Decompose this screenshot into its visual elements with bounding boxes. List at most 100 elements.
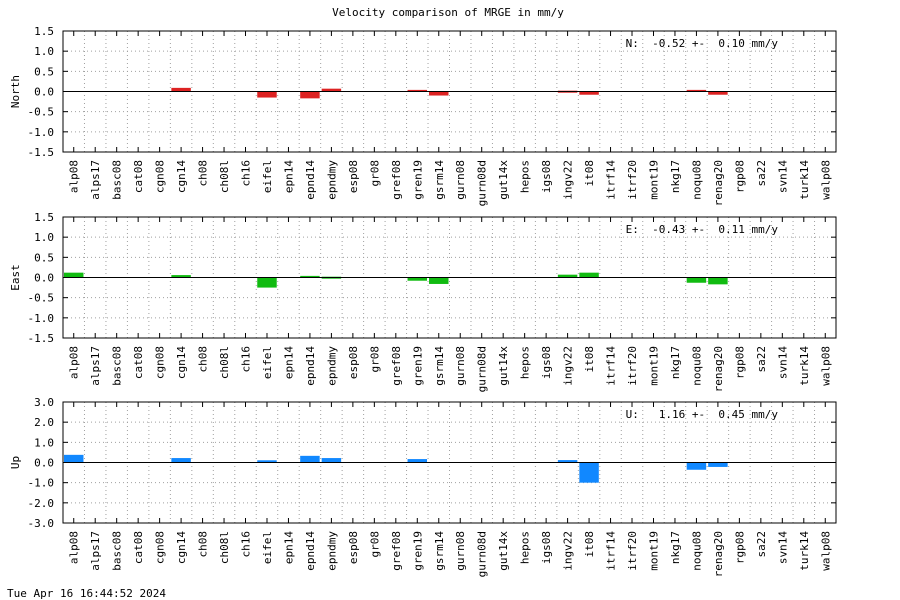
bar-noqu08	[686, 277, 707, 283]
x-tick-label: ch16	[240, 346, 253, 373]
x-tick-label: itrf20	[626, 531, 639, 571]
x-ticks: alp08 alps17 basc08 cat08 cgn08 cgn14 ch08 ch08…	[68, 402, 832, 577]
y-tick-label: -1.5	[28, 332, 55, 345]
bar-epnd14	[300, 455, 320, 463]
bar-cgn14	[171, 87, 191, 92]
bar-gren19	[407, 277, 428, 281]
x-tick-label: epnd14	[304, 160, 317, 200]
x-tick-label: turk14	[798, 531, 811, 571]
x-tick-label: ch16	[240, 160, 253, 187]
x-tick-label: gurn08	[454, 346, 467, 386]
panel-up: -3.0 -2.0 -1.0 0.0 1.0 2.0 3.0 alp08 alps17 basc0…	[9, 396, 837, 577]
y-tick-label: -3.0	[28, 517, 55, 530]
panel-annotation: E: -0.43 +- 0.11 mm/y	[626, 223, 779, 236]
y-tick-label: 0.0	[34, 86, 54, 99]
y-axis-label: East	[9, 264, 22, 291]
x-tick-label: noqu08	[690, 531, 703, 571]
x-tick-label: it08	[583, 160, 596, 187]
x-tick-label: ch08l	[218, 346, 231, 379]
bar-renag20	[708, 277, 728, 285]
x-tick-label: basc08	[111, 531, 124, 571]
y-tick-label: 3.0	[34, 396, 54, 409]
x-tick-label: cgn08	[154, 531, 167, 564]
x-tick-label: alp08	[68, 531, 81, 564]
bar-eifel	[257, 91, 277, 98]
panel-annotation: N: -0.52 +- 0.10 mm/y	[626, 37, 779, 50]
bar-ingv22	[557, 274, 578, 278]
bar-alp08	[64, 454, 84, 463]
panel-east: -1.5 -1.0 -0.5 0.0 0.5 1.0 1.5 alp08 alps17 basc0…	[9, 211, 837, 392]
x-tick-label: gref08	[390, 160, 403, 200]
x-tick-label: mont19	[647, 160, 660, 200]
x-tick-label: basc08	[111, 346, 124, 386]
x-tick-label: renag20	[712, 346, 725, 392]
x-tick-label: eifel	[261, 160, 274, 193]
y-ticks: -3.0 -2.0 -1.0 0.0 1.0 2.0 3.0	[28, 396, 836, 530]
bar-ingv22	[557, 460, 578, 463]
y-ticks: -1.5 -1.0 -0.5 0.0 0.5 1.0 1.5	[28, 25, 836, 159]
bar-eifel	[257, 460, 277, 463]
x-tick-label: svn14	[776, 160, 789, 193]
bar-epndmy	[321, 88, 342, 92]
bar-epnd14	[300, 275, 320, 278]
bars	[64, 454, 728, 483]
bar-eifel	[257, 277, 277, 288]
x-tick-label: alp08	[68, 346, 81, 379]
x-tick-label: gr08	[368, 531, 381, 558]
y-tick-label: -1.0	[28, 126, 55, 139]
bar-it08	[579, 462, 599, 483]
bar-epndmy	[321, 458, 342, 463]
x-tick-label: hepos	[519, 531, 532, 564]
x-tick-label: gurn08	[454, 531, 467, 571]
x-tick-label: epndmy	[325, 346, 338, 386]
x-tick-label: turk14	[798, 346, 811, 386]
y-tick-label: 0.0	[34, 457, 54, 470]
bar-renag20	[708, 462, 728, 467]
x-tick-label: gsrm14	[433, 531, 446, 571]
x-tick-label: esp08	[347, 531, 360, 564]
x-tick-label: eifel	[261, 531, 274, 564]
bar-noqu08	[686, 462, 707, 470]
y-ticks: -1.5 -1.0 -0.5 0.0 0.5 1.0 1.5	[28, 211, 836, 345]
x-tick-label: cat08	[132, 531, 145, 564]
x-tick-label: igs08	[540, 160, 553, 193]
x-tick-label: cgn14	[175, 531, 188, 564]
x-tick-label: gren19	[411, 531, 424, 571]
x-tick-label: epn14	[282, 531, 295, 564]
x-tick-label: epn14	[282, 160, 295, 193]
x-tick-label: mont19	[647, 346, 660, 386]
bar-it08	[579, 91, 599, 95]
x-tick-label: it08	[583, 531, 596, 558]
x-tick-label: igs08	[540, 346, 553, 379]
x-tick-label: ingv22	[562, 531, 575, 571]
x-tick-label: turk14	[798, 160, 811, 200]
bar-cgn14	[171, 458, 191, 463]
y-tick-label: -1.0	[28, 312, 55, 325]
x-tick-label: esp08	[347, 160, 360, 193]
bar-gsrm14	[429, 91, 449, 96]
y-axis-label: Up	[9, 456, 22, 469]
y-tick-label: -1.5	[28, 146, 55, 159]
x-tick-label: cgn14	[175, 160, 188, 193]
x-tick-label: walp08	[819, 346, 832, 386]
x-tick-label: gref08	[390, 531, 403, 571]
y-tick-label: 1.0	[34, 231, 54, 244]
x-tick-label: epnd14	[304, 346, 317, 386]
x-tick-label: ch08	[197, 531, 210, 558]
x-tick-label: sa22	[755, 531, 768, 558]
y-tick-label: 0.5	[34, 251, 54, 264]
x-tick-label: gurn08d	[476, 531, 489, 577]
bar-renag20	[708, 91, 728, 95]
bar-noqu08	[686, 89, 707, 92]
x-tick-label: ch16	[240, 531, 253, 558]
x-tick-label: gurn08d	[476, 346, 489, 392]
y-tick-label: 1.0	[34, 45, 54, 58]
x-tick-label: sa22	[755, 346, 768, 373]
bar-gren19	[407, 459, 428, 463]
x-tick-label: nkg17	[669, 346, 682, 379]
x-tick-label: sa22	[755, 160, 768, 187]
x-tick-label: ch08	[197, 346, 210, 373]
x-tick-label: itrf20	[626, 346, 639, 386]
x-tick-label: gurn08d	[476, 160, 489, 206]
